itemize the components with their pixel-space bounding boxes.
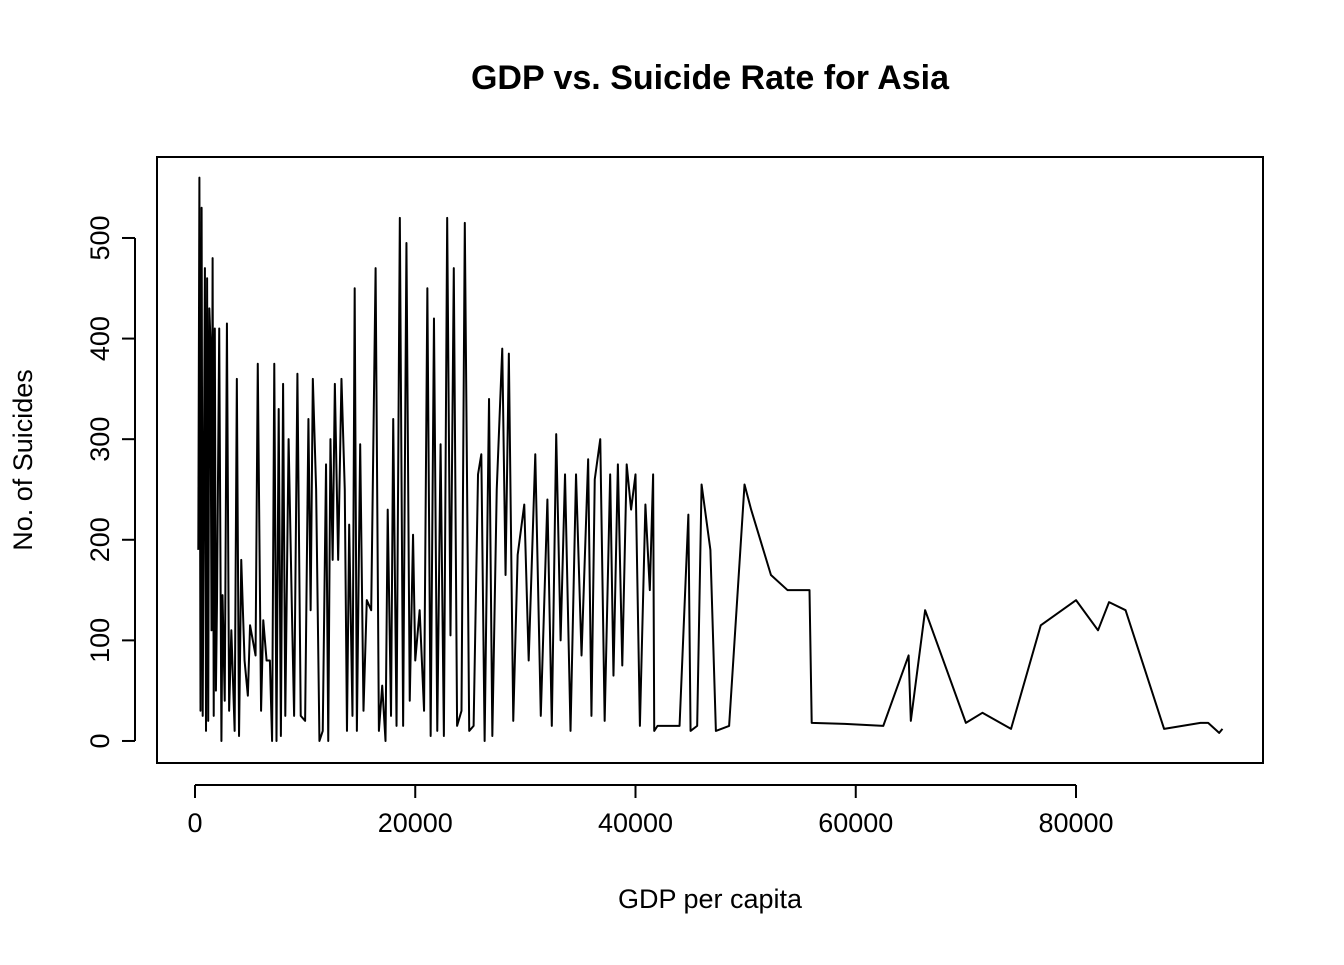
- x-tick-label: 60000: [818, 808, 893, 838]
- y-axis-label: No. of Suicides: [8, 369, 38, 551]
- x-tick-label: 40000: [598, 808, 673, 838]
- x-axis-label: GDP per capita: [618, 884, 803, 914]
- y-tick-label: 200: [85, 517, 115, 562]
- y-tick-label: 500: [85, 215, 115, 260]
- x-tick-label: 0: [187, 808, 202, 838]
- plot-frame: [156, 156, 1264, 764]
- y-tick-label: 400: [85, 316, 115, 361]
- x-tick-label: 20000: [378, 808, 453, 838]
- y-tick-label: 300: [85, 417, 115, 462]
- chart-title: GDP vs. Suicide Rate for Asia: [471, 59, 950, 97]
- y-tick-label: 100: [85, 618, 115, 663]
- x-tick-label: 80000: [1038, 808, 1113, 838]
- data-line: [197, 176, 1224, 742]
- y-tick-label: 0: [85, 733, 115, 748]
